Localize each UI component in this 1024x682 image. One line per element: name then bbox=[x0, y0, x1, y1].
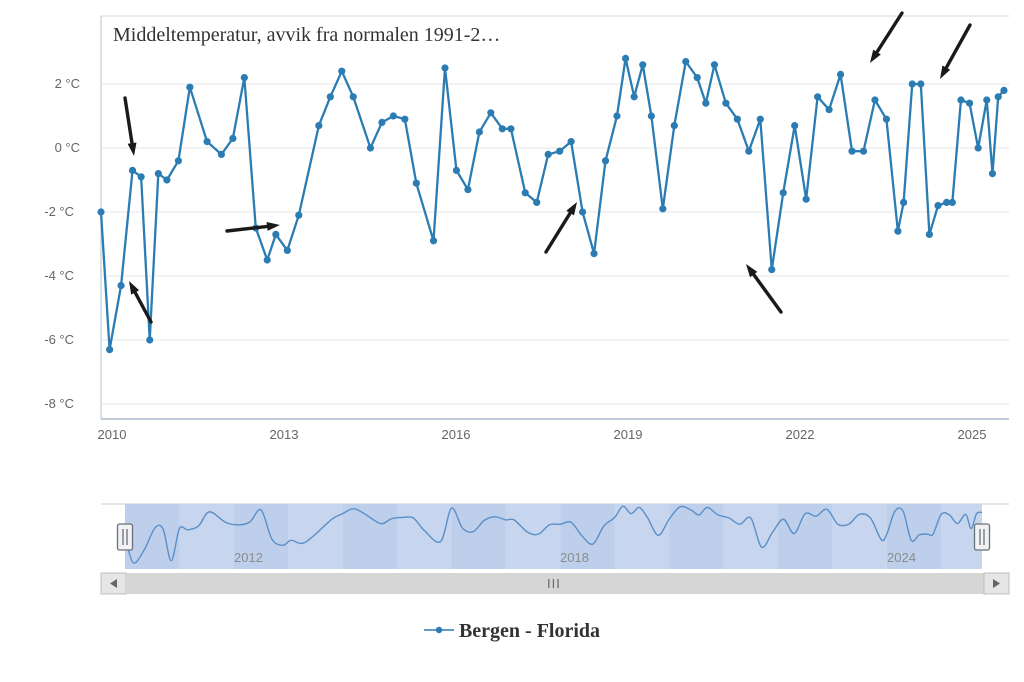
svg-text:III: III bbox=[547, 576, 561, 591]
svg-text:2012: 2012 bbox=[234, 550, 263, 565]
svg-text:2018: 2018 bbox=[560, 550, 589, 565]
svg-text:2024: 2024 bbox=[887, 550, 916, 565]
